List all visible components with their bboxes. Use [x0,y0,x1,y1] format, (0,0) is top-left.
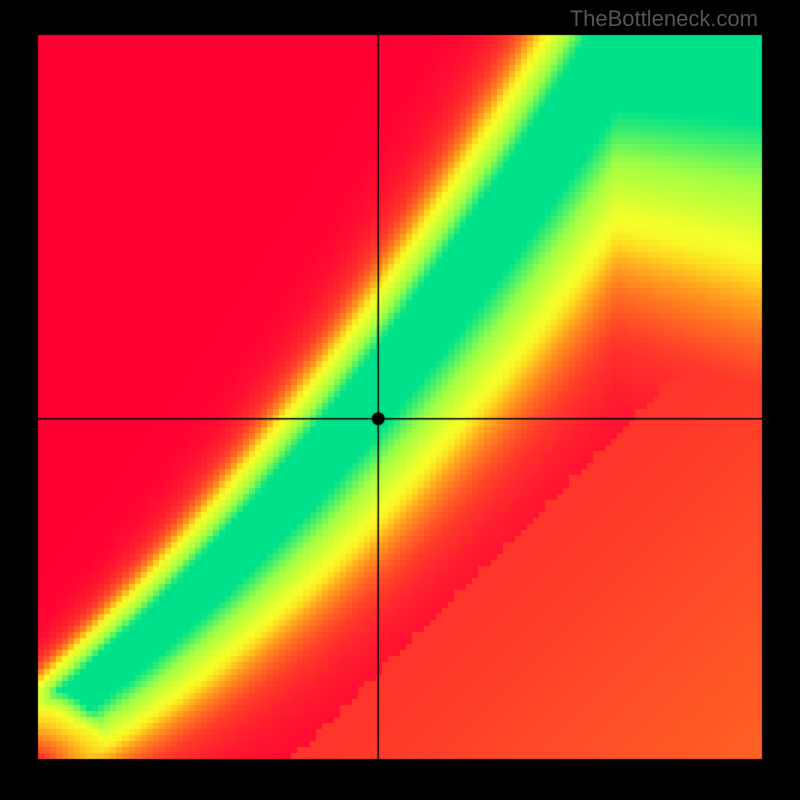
watermark-text: TheBottleneck.com [570,6,758,32]
chart-container: TheBottleneck.com [0,0,800,800]
heatmap-canvas [0,0,800,800]
